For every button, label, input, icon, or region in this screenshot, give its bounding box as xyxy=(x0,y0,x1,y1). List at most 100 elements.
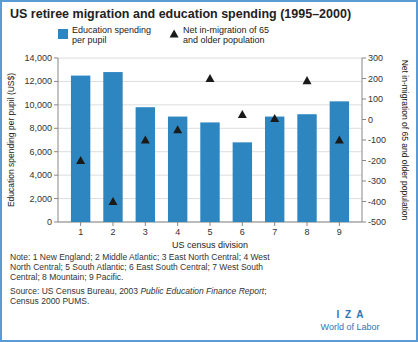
y-tick xyxy=(54,198,58,199)
y2-tick-label: -300 xyxy=(368,176,386,186)
y2-tick xyxy=(362,160,366,161)
triangle-point xyxy=(238,110,247,118)
y-tick-label: 8,000 xyxy=(29,123,52,133)
y2-tick-label: -200 xyxy=(368,156,386,166)
x-tick xyxy=(307,222,308,226)
legend-label: Education spendingper pupil xyxy=(72,25,151,45)
triangle-point xyxy=(335,136,344,144)
branding: World of Labor xyxy=(321,322,380,332)
y2-tick-label: -500 xyxy=(368,217,386,227)
y-tick xyxy=(54,104,58,105)
bar xyxy=(233,142,252,222)
triangle-point xyxy=(303,76,312,84)
triangle-point xyxy=(173,125,182,133)
triangle-point xyxy=(108,197,117,205)
y-tick-label: 4,000 xyxy=(29,170,52,180)
y2-tick xyxy=(362,181,366,182)
branding: I Z A xyxy=(337,309,364,320)
source: Census 2000 PUMS. xyxy=(10,296,89,306)
y2-tick-label: -100 xyxy=(368,135,386,145)
y2-tick-label: 0 xyxy=(368,115,373,125)
legend-label-line: per pupil xyxy=(72,35,107,45)
bar xyxy=(71,76,90,222)
note-line: Note: 1 New England; 2 Middle Atlantic; … xyxy=(10,252,270,262)
y-tick xyxy=(54,81,58,82)
triangle-point xyxy=(206,74,215,82)
y-tick-label: 10,000 xyxy=(24,100,52,110)
x-tick xyxy=(339,222,340,226)
y-tick xyxy=(54,128,58,129)
legend-label-line: Education spending xyxy=(72,25,151,35)
legend-swatch xyxy=(170,30,179,38)
legend-label: Net in-migration of 65and older populati… xyxy=(183,25,269,45)
legend-label-line: Net in-migration of 65 xyxy=(183,25,269,35)
x-axis-label: US census division xyxy=(172,240,248,250)
axes: 0 2,000 4,000 6,000 8,000 10,000 12,000 14,000 -… xyxy=(24,53,386,237)
y-tick xyxy=(54,175,58,176)
x-tick-label: 3 xyxy=(143,227,148,237)
bar xyxy=(200,122,219,222)
y2-tick-label: 300 xyxy=(368,53,383,63)
x-tick-label: 2 xyxy=(110,227,115,237)
y-axis-line xyxy=(58,58,59,222)
y2-tick-label: 100 xyxy=(368,94,383,104)
triangle-point xyxy=(76,156,85,164)
bar xyxy=(168,117,187,222)
bar xyxy=(297,114,316,222)
x-tick-label: 6 xyxy=(240,227,245,237)
x-tick xyxy=(145,222,146,226)
bar xyxy=(265,117,284,222)
y2-tick-label: -400 xyxy=(368,197,386,207)
y-tick-label: 2,000 xyxy=(29,194,52,204)
x-tick xyxy=(274,222,275,226)
source-text: ; xyxy=(264,286,266,296)
x-tick-label: 4 xyxy=(175,227,180,237)
x-tick-label: 5 xyxy=(207,227,212,237)
legend-label-line: and older population xyxy=(183,35,265,45)
y-axis-label: Education spending per pupil (US$) xyxy=(6,73,16,207)
triangle-point xyxy=(270,114,279,122)
y-tick xyxy=(54,151,58,152)
note: Note: 1 New England; 2 Middle Atlantic; … xyxy=(10,252,270,282)
y-tick-label: 0 xyxy=(47,217,52,227)
marks xyxy=(71,72,349,222)
source-text: Source: US Census Bureau, 2003 xyxy=(10,286,140,296)
border xyxy=(1,1,417,341)
note-line: Central; 8 Mountain; 9 Pacific. xyxy=(10,272,123,282)
y2-tick xyxy=(362,140,366,141)
legend-swatch xyxy=(58,29,68,39)
x-tick-label: 1 xyxy=(78,227,83,237)
bar xyxy=(103,72,122,222)
bar xyxy=(136,107,155,222)
y2-tick xyxy=(362,78,366,79)
source: Source: US Census Bureau, 2003 Public Ed… xyxy=(10,286,267,296)
x-tick xyxy=(177,222,178,226)
y2-tick xyxy=(362,99,366,100)
title: US retiree migration and education spend… xyxy=(10,7,351,21)
x-tick xyxy=(80,222,81,226)
x-tick xyxy=(242,222,243,226)
bar xyxy=(330,101,349,222)
legend: Education spendingper pupil Net in-migrat… xyxy=(58,25,269,45)
y-tick-label: 12,000 xyxy=(24,76,52,86)
y2-tick xyxy=(362,201,366,202)
x-tick-label: 8 xyxy=(305,227,310,237)
y-tick xyxy=(54,58,58,59)
y2-tick xyxy=(362,119,366,120)
y-tick-label: 14,000 xyxy=(24,53,52,63)
chart: US retiree migration and education spend… xyxy=(0,0,418,342)
x-tick-label: 7 xyxy=(272,227,277,237)
y-tick-label: 6,000 xyxy=(29,147,52,157)
source-title: Public Education Finance Report xyxy=(140,286,264,296)
title-line: US retiree migration and education spend… xyxy=(10,7,351,21)
y-tick xyxy=(54,222,58,223)
y2-axis-line xyxy=(362,58,363,222)
y2-tick xyxy=(362,222,366,223)
note-line: North Central; 5 South Atlantic; 6 East … xyxy=(10,262,263,272)
triangle-point xyxy=(141,136,150,144)
y2-tick xyxy=(362,58,366,59)
y2-axis-label: Net in-migration of 65 and older populat… xyxy=(400,60,410,221)
x-tick xyxy=(112,222,113,226)
x-tick xyxy=(210,222,211,226)
y2-tick-label: 200 xyxy=(368,74,383,84)
